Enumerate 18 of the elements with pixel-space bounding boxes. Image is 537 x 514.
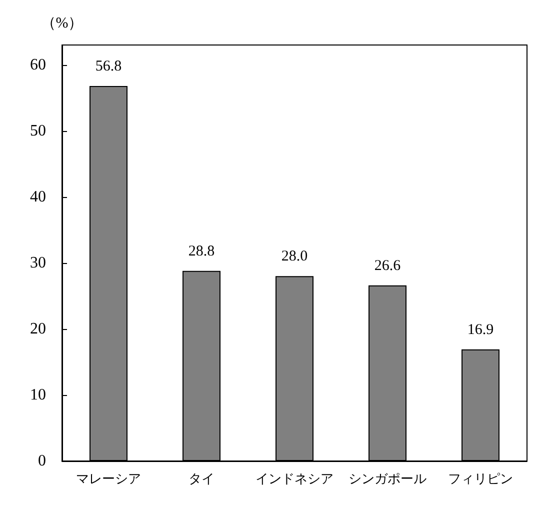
y-tick-label: 0 [38, 452, 46, 470]
data-label: 16.9 [467, 322, 494, 338]
data-label: 28.0 [281, 248, 308, 265]
y-axis-title: （%） [40, 16, 84, 32]
y-tick-label: 40 [30, 188, 46, 206]
data-label: 56.8 [95, 58, 122, 74]
y-tick-label: 50 [30, 122, 46, 140]
x-tick-label: タイ [188, 472, 214, 487]
y-tick-label: 30 [30, 254, 46, 272]
x-tick-label: マレーシア [76, 472, 141, 487]
data-label: 26.6 [374, 258, 402, 274]
data-label: 28.8 [188, 243, 215, 260]
y-tick-label: 10 [30, 386, 46, 404]
y-tick-label: 60 [30, 56, 46, 74]
x-tick-label: インドネシア [256, 472, 334, 487]
y-tick-label: 20 [30, 320, 46, 338]
x-tick-label: フィリピン [448, 472, 513, 487]
x-tick-label: シンガポール [348, 472, 426, 487]
